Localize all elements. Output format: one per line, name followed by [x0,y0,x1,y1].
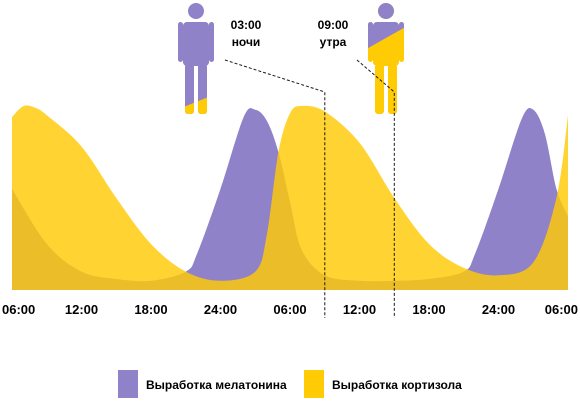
person-morning-icon [368,3,404,114]
annotation-label: утра [320,35,347,49]
x-tick-label: 12:00 [65,302,98,317]
legend-label: Выработка мелатонина [146,378,287,392]
x-tick-label: 06:00 [545,302,578,317]
x-tick-label: 06:00 [2,302,35,317]
series-area-cortisol [12,105,568,290]
x-tick-label: 06:00 [273,302,306,317]
legend-group: Выработка мелатонина Выработка кортизола [118,370,462,398]
x-ticks-group: 06:00 12:00 18:00 24:00 06:00 12:00 18:00 24:00… [2,302,578,317]
legend-label: Выработка кортизола [332,378,462,392]
x-tick-label: 24:00 [204,302,237,317]
annotation-leader-line [224,59,326,318]
person-night-icon [178,3,214,114]
annotation-time: 03:00 [231,18,262,32]
legend-swatch [118,370,138,398]
x-tick-label: 12:00 [343,302,376,317]
series-group [12,105,568,290]
x-tick-label: 24:00 [482,302,515,317]
legend-swatch [304,370,324,398]
x-tick-label: 18:00 [412,302,445,317]
x-tick-label: 18:00 [134,302,167,317]
annotation-label: ночи [232,35,261,49]
annotation-leader-line [356,59,395,318]
annotation-time: 09:00 [318,18,349,32]
